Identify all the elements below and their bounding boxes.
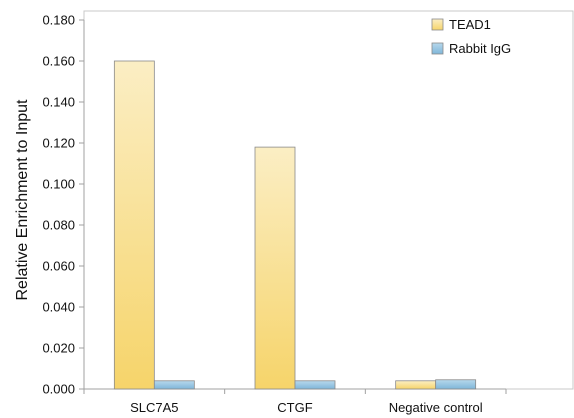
bar-rabbit-igg [153,380,195,390]
bars [113,60,477,390]
legend: TEAD1 Rabbit IgG [431,17,511,56]
bar-tead1 [113,60,155,390]
legend-swatch [431,18,444,31]
y-tick-label: 0.100 [42,177,75,192]
y-tick-label: 0.000 [42,382,75,397]
y-tick-label: 0.060 [42,259,75,274]
y-tick-label: 0.080 [42,218,75,233]
bar-rabbit-igg [294,380,336,390]
bar-tead1 [395,380,437,390]
y-axis-title: Relative Enrichment to Input [14,99,31,301]
y-tick-label: 0.040 [42,300,75,315]
legend-label: Rabbit IgG [449,41,511,56]
plot-frame [83,10,574,390]
y-tick-label: 0.180 [42,13,75,28]
y-axis: 0.000 0.020 0.040 0.060 0.080 0.100 0.120 0.140… [42,13,85,397]
y-tick-label: 0.120 [42,136,75,151]
x-category-label: SLC7A5 [130,400,178,415]
y-tick-label: 0.020 [42,341,75,356]
bar-rabbit-igg [435,379,477,390]
legend-swatch [431,42,444,55]
y-tick-label: 0.160 [42,54,75,69]
y-tick-label: 0.140 [42,95,75,110]
x-axis: SLC7A5 CTGF Negative control [83,388,507,415]
bar-tead1 [254,146,296,390]
legend-label: TEAD1 [449,17,491,32]
x-category-label: Negative control [389,400,483,415]
x-category-label: CTGF [277,400,312,415]
